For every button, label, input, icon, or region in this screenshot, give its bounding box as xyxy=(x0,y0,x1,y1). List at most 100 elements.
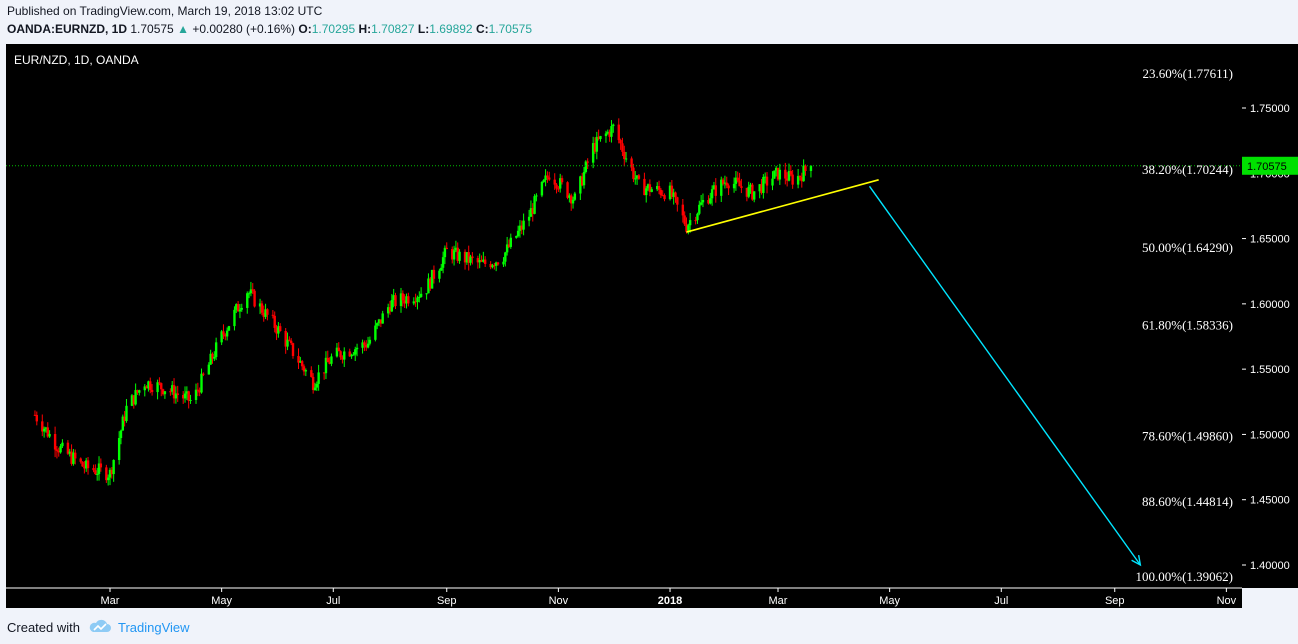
candle-body xyxy=(130,395,134,406)
candle-body xyxy=(727,185,730,189)
overlay-group: 23.60%(1.77611) 38.20%(1.70244) 50.00%(1.6… xyxy=(6,53,1242,584)
candle-body xyxy=(645,188,648,196)
candle-body xyxy=(760,184,763,193)
candle-body xyxy=(478,260,481,263)
trendline xyxy=(686,179,879,233)
candle-body xyxy=(668,185,672,200)
candle-body xyxy=(734,177,738,184)
candle-body xyxy=(804,165,807,171)
candle-body xyxy=(183,393,187,399)
candle-body xyxy=(156,382,159,393)
fib-level-label: 50.00%(1.64290) xyxy=(1142,240,1233,255)
candle-body xyxy=(586,161,589,163)
candle-body xyxy=(480,260,483,262)
candle-body xyxy=(365,344,368,348)
candle-body xyxy=(297,355,300,363)
candle-body xyxy=(108,469,112,478)
candle-body xyxy=(53,433,57,450)
candle-body xyxy=(202,373,205,375)
candle-body xyxy=(670,185,674,197)
candle-body xyxy=(698,204,701,214)
candle-body xyxy=(213,357,216,359)
candle-body xyxy=(791,174,794,185)
candle-body xyxy=(374,325,377,340)
candle-body xyxy=(493,265,496,267)
candle-body xyxy=(531,208,534,214)
candle-body xyxy=(275,327,278,334)
candle-body xyxy=(61,442,64,447)
candle-body xyxy=(350,354,353,357)
candle-body xyxy=(548,177,551,180)
candle-body xyxy=(405,296,408,304)
fib-level-label: 100.00%(1.39062) xyxy=(1136,569,1234,584)
candle-body xyxy=(458,251,461,261)
candle-body xyxy=(720,179,723,196)
tradingview-brand-link[interactable]: TradingView xyxy=(117,620,190,635)
time-tick-label: Mar xyxy=(101,595,120,607)
candle-body xyxy=(235,304,238,310)
candle-body xyxy=(169,391,172,393)
candle-body xyxy=(676,197,679,205)
candle-body xyxy=(227,326,231,331)
candle-body xyxy=(68,451,71,454)
candle-body xyxy=(125,405,128,421)
candle-body xyxy=(273,315,276,328)
candle-body xyxy=(222,331,225,335)
price-tick-label: 1.65000 xyxy=(1250,234,1290,246)
candle-body xyxy=(471,256,474,259)
candle-body xyxy=(55,449,59,451)
candle-body xyxy=(355,347,359,350)
candle-body xyxy=(778,169,782,180)
candle-body xyxy=(456,247,459,261)
candle-body xyxy=(465,252,469,263)
candle-body xyxy=(72,452,75,464)
projection-arrow-head xyxy=(1131,555,1142,567)
footer: Created with TradingView xyxy=(7,619,190,636)
candle-body xyxy=(249,289,253,294)
candle-body xyxy=(489,263,492,268)
candle-body xyxy=(599,136,602,140)
candle-body xyxy=(414,301,417,303)
candle-body xyxy=(709,198,712,204)
candle-body xyxy=(407,296,410,304)
candle-body xyxy=(258,303,262,307)
candle-body xyxy=(174,393,178,399)
candle-body xyxy=(106,477,110,481)
candle-body xyxy=(271,314,275,316)
candle-body xyxy=(196,389,200,391)
candle-body xyxy=(559,178,562,189)
candle-body xyxy=(784,169,787,179)
candle-body xyxy=(681,204,685,216)
candle-body xyxy=(251,289,254,291)
tradingview-cloud-icon xyxy=(88,619,112,636)
candle-body xyxy=(322,372,326,374)
candle-body xyxy=(57,450,60,453)
candle-body xyxy=(394,295,397,307)
last-price-tag-label: 1.70575 xyxy=(1247,161,1287,173)
candle-body xyxy=(99,463,103,468)
candle-body xyxy=(798,175,802,178)
candle-body xyxy=(696,213,699,221)
symbol-info-line: OANDA:EURNZD, 1D 1.70575 ▲ +0.00280 (+0.… xyxy=(7,22,532,36)
candle-body xyxy=(787,171,791,181)
candle-body xyxy=(544,175,547,181)
candle-body xyxy=(339,351,342,358)
candle-body xyxy=(313,387,317,391)
time-tick-label: May xyxy=(211,595,232,607)
chart-panel[interactable] xyxy=(6,44,1242,608)
candle-body xyxy=(86,460,90,469)
candle-body xyxy=(324,357,328,374)
candle-body xyxy=(138,390,141,393)
candle-body xyxy=(158,382,161,384)
candle-body xyxy=(388,307,392,312)
candle-body xyxy=(546,175,549,178)
candle-body xyxy=(376,323,379,326)
candle-body xyxy=(390,300,394,312)
candle-body xyxy=(584,161,588,173)
candle-body xyxy=(81,461,84,467)
candle-body xyxy=(469,256,472,263)
price-scale[interactable] xyxy=(1242,44,1298,588)
candle-body xyxy=(608,131,611,137)
candle-body xyxy=(123,416,126,421)
